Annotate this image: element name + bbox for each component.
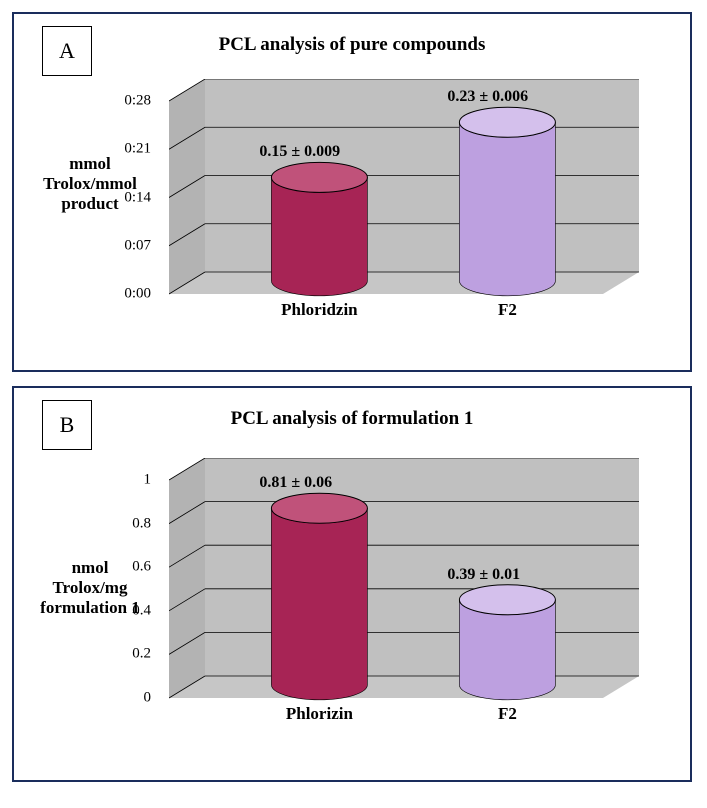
panel-b: B PCL analysis of formulation 1 nmolTrol… xyxy=(12,386,692,782)
bar-value-label: 0.39 ± 0.01 xyxy=(447,566,520,584)
y-tick: 0:07 xyxy=(124,237,169,254)
y-tick: 0:21 xyxy=(124,141,169,158)
y-tick: 0.4 xyxy=(132,602,169,619)
y-tick: 0.2 xyxy=(132,646,169,663)
chart-stage-b: 00.20.40.60.81PhlorizinF20.81 ± 0.060.39… xyxy=(169,458,639,728)
y-tick: 0:00 xyxy=(124,286,169,303)
y-tick: 0.6 xyxy=(132,559,169,576)
chart-title-a: PCL analysis of pure compounds xyxy=(14,34,690,56)
chart-title-b: PCL analysis of formulation 1 xyxy=(14,408,690,430)
y-tick: 1 xyxy=(144,472,170,489)
y-tick: 0 xyxy=(144,690,170,707)
bar-value-label: 0.23 ± 0.006 xyxy=(447,88,528,106)
x-tick: F2 xyxy=(457,300,557,320)
x-tick: Phloridzin xyxy=(269,300,369,320)
x-tick: Phlorizin xyxy=(269,704,369,724)
chart-stage-a: 0:000:070:140:210:28PhloridzinF20.15 ± 0… xyxy=(169,79,639,324)
y-tick: 0:28 xyxy=(124,93,169,110)
y-tick: 0:14 xyxy=(124,189,169,206)
y-tick: 0.8 xyxy=(132,515,169,532)
bar-value-label: 0.15 ± 0.009 xyxy=(259,143,340,161)
bar-value-label: 0.81 ± 0.06 xyxy=(259,474,332,492)
x-tick: F2 xyxy=(457,704,557,724)
y-axis-label-line: Trolox/mg xyxy=(20,578,160,598)
panel-a: A PCL analysis of pure compounds mmolTro… xyxy=(12,12,692,372)
